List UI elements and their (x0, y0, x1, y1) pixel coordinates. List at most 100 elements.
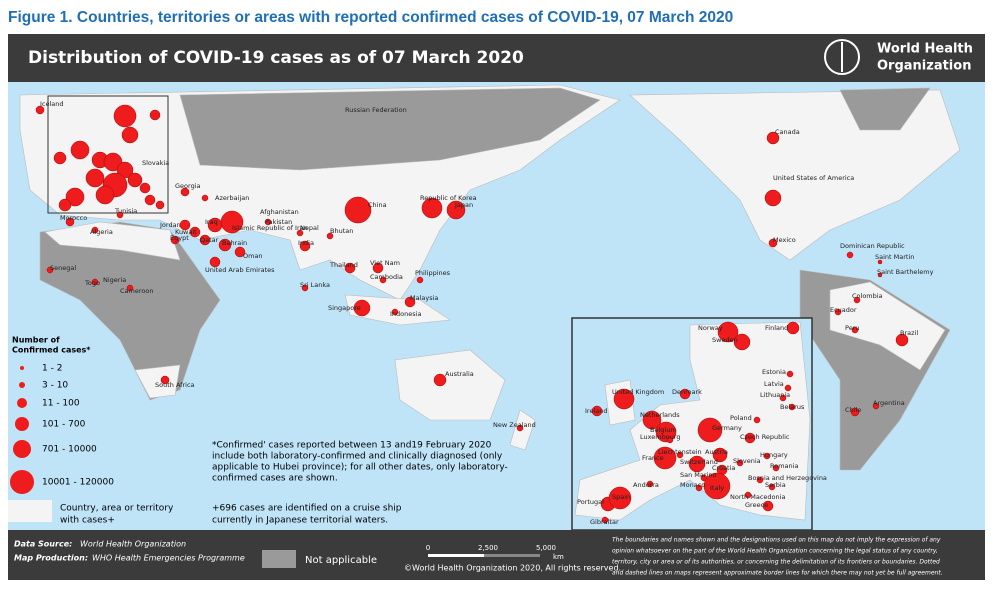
country-label: South Africa (155, 381, 195, 389)
country-label: Mexico (773, 236, 796, 244)
inset-country-label: Austria (705, 448, 728, 456)
inset-country-label: Estonia (762, 368, 786, 376)
legend-label: 1 - 2 (42, 364, 62, 374)
case-marker (768, 483, 776, 491)
case-marker (697, 417, 723, 443)
case-marker (404, 296, 416, 308)
case-marker (180, 187, 190, 197)
case-marker (850, 407, 860, 417)
legend-country-note: with cases+ (60, 516, 115, 526)
case-marker (344, 196, 372, 224)
scale-label: km (553, 553, 564, 561)
case-marker (149, 109, 161, 121)
country-label: Peru (845, 324, 859, 332)
case-marker (113, 104, 137, 128)
case-marker (372, 262, 384, 274)
org-name: Organization (877, 59, 971, 74)
country-label: New Zealand (493, 421, 536, 429)
case-marker (301, 284, 309, 292)
case-marker (296, 229, 304, 237)
country-label: Dominican Republic (840, 242, 905, 250)
country-label: Egypt (170, 234, 189, 242)
case-marker (433, 373, 447, 387)
legend-marker (17, 398, 27, 408)
case-marker (220, 210, 244, 234)
land (19, 84, 961, 471)
case-marker (877, 272, 883, 278)
disclaimer-line: The boundaries and names shown and the d… (612, 537, 941, 544)
country-label: Qatar (200, 236, 219, 244)
case-marker (591, 405, 603, 417)
case-marker (85, 168, 105, 188)
case-marker (703, 472, 731, 500)
country-label: Kuwait (175, 228, 197, 236)
case-marker (70, 140, 90, 160)
inset-country-label: Bosnia and Herzegovina (748, 474, 827, 482)
inset-country-label: Romania (770, 462, 798, 470)
case-marker (676, 451, 684, 459)
inset-country-label: Andorra (633, 481, 659, 489)
case-marker (199, 234, 211, 246)
inset-country-label: Monaco (680, 481, 705, 489)
case-marker (784, 384, 792, 392)
country-label: Cambodia (370, 273, 403, 281)
case-marker (234, 246, 246, 258)
country-label: Ecuador (830, 306, 857, 314)
case-marker (209, 256, 221, 268)
case-marker (756, 476, 764, 484)
case-marker (65, 187, 85, 207)
case-marker (46, 266, 54, 274)
inset-country-label: Slovenia (733, 457, 761, 465)
case-marker (853, 296, 861, 304)
inset-country-label: Croatia (712, 464, 735, 472)
legend-title: Number of (12, 336, 60, 345)
country-label: United States of America (773, 174, 854, 182)
case-marker (201, 194, 209, 202)
country-label: Brazil (900, 329, 918, 337)
case-marker (851, 326, 859, 334)
source-label: Data Source: (14, 540, 72, 549)
legend-marker (13, 440, 31, 458)
country-label: Thailand (329, 261, 358, 269)
country-label: Chile (845, 406, 861, 414)
country-label: Islamic Republic of Iran (232, 224, 308, 232)
disclaimer: The boundaries and names shown and the d… (612, 537, 943, 577)
inset-country-label: Luxembourg (640, 433, 681, 441)
country-label: Argentina (873, 399, 905, 407)
country-label: Philippines (415, 269, 451, 277)
case-marker (127, 172, 143, 188)
case-marker (712, 447, 728, 463)
case-marker (144, 194, 156, 206)
case-marker (91, 278, 99, 286)
case-marker (416, 276, 424, 284)
case-marker (764, 189, 782, 207)
case-markers (35, 104, 909, 524)
country-label: India (298, 239, 314, 247)
country-label: Oman (243, 252, 263, 260)
country-label: Sri Lanka (300, 281, 330, 289)
case-marker (753, 416, 761, 424)
case-marker (116, 211, 124, 219)
inset-country-label: Poland (730, 414, 752, 422)
case-marker (877, 259, 883, 265)
country-label: Jordan (159, 221, 181, 229)
country-label: Nigeria (103, 276, 126, 284)
case-marker (788, 403, 796, 411)
case-marker (53, 151, 67, 165)
country-label: Azerbaijan (215, 194, 249, 202)
legend-marker (10, 470, 34, 494)
inset-country-label: Lithuania (760, 391, 790, 399)
case-marker (95, 185, 115, 205)
header-band (8, 34, 985, 82)
case-marker (695, 484, 703, 492)
case-marker (744, 491, 752, 499)
country-label: Georgia (175, 182, 201, 190)
inset-country-label: United Kingdom (612, 388, 664, 396)
inset-country-label: Germany (712, 424, 742, 432)
country-label: Tunisia (114, 207, 137, 215)
country-label: Senegal (50, 264, 76, 272)
org-name: World Health (877, 42, 973, 57)
country-label: Afghanistan (260, 208, 299, 216)
note-confirmed: confirmed cases are shown. (212, 474, 338, 484)
